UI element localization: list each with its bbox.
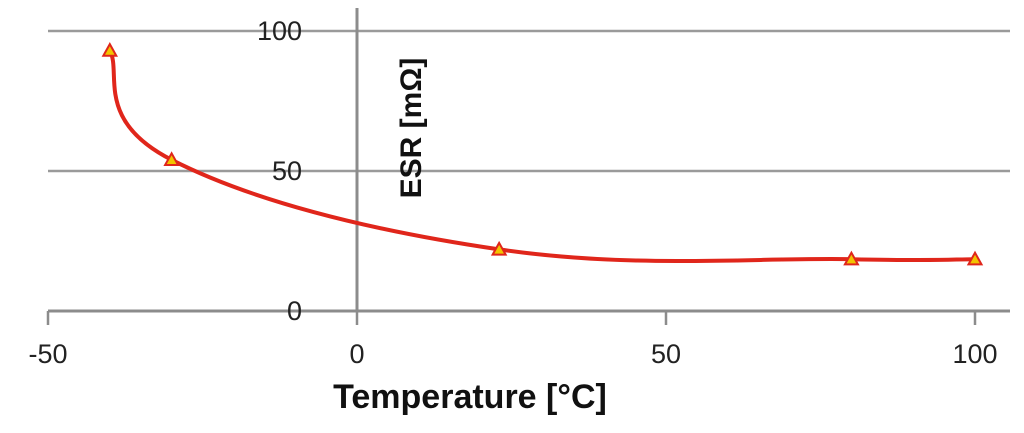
y-axis-title: ESR [mΩ] — [395, 58, 428, 199]
series-line-0 — [107, 49, 976, 264]
axes — [46, 8, 1010, 325]
x-axis-title: Temperature [°C] — [333, 378, 607, 416]
series-layer — [101, 42, 984, 266]
data-point-0-4 — [966, 250, 984, 266]
data-point-0-0 — [101, 42, 118, 57]
data-point-0-3 — [843, 250, 860, 266]
data-point-0-1 — [163, 151, 180, 166]
y-tick-label-100: 100 — [257, 16, 302, 46]
x-tick-label--50: -50 — [28, 339, 67, 369]
y-tick-label-50: 50 — [272, 156, 302, 186]
x-tick-label-0: 0 — [349, 339, 364, 369]
y-tick-label-0: 0 — [287, 296, 302, 326]
x-tick-label-50: 50 — [651, 339, 681, 369]
grid — [48, 29, 1010, 173]
tick-labels: -50 0 50 100 0 50 100 — [28, 16, 997, 369]
data-point-0-2 — [490, 240, 508, 256]
x-tick-label-100: 100 — [952, 339, 997, 369]
